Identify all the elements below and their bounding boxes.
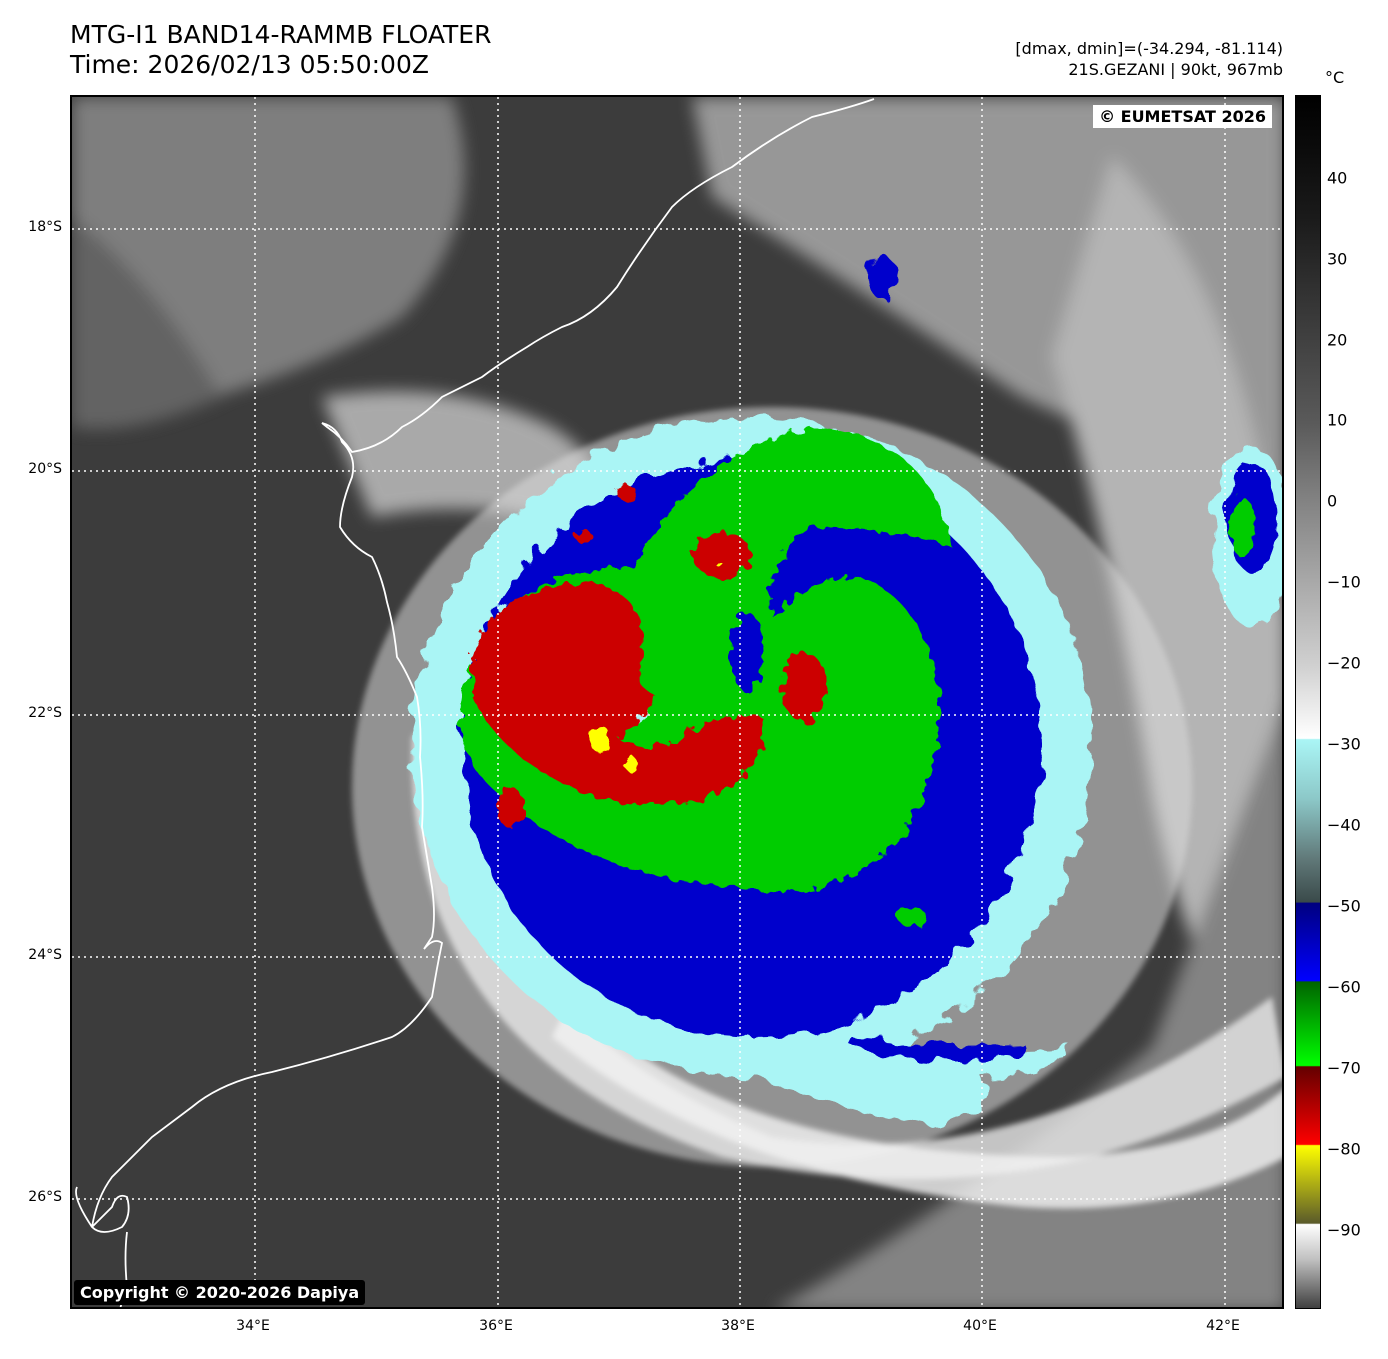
lon-label-34e: 34°E — [236, 1318, 270, 1334]
lon-label-42e: 42°E — [1206, 1318, 1240, 1334]
colorbar-tick-0: 0 — [1327, 491, 1338, 511]
copyright-badge: Copyright © 2020-2026 Dapiya — [74, 1280, 366, 1305]
colorbar-tick-m40: −40 — [1327, 815, 1361, 835]
graticule — [72, 97, 1282, 1307]
colorbar-tick-m50: −50 — [1327, 896, 1361, 916]
colorbar-tick-m20: −20 — [1327, 653, 1361, 673]
colorbar-tick-40: 40 — [1327, 168, 1348, 188]
colorbar — [1295, 95, 1321, 1309]
lon-label-40e: 40°E — [963, 1318, 997, 1334]
colorbar-tick-m30: −30 — [1327, 734, 1361, 754]
colorbar-tick-m70: −70 — [1327, 1058, 1361, 1078]
lon-label-36e: 36°E — [479, 1318, 513, 1334]
title-time: Time: 2026/02/13 05:50:00Z — [70, 50, 429, 79]
storm-info: [dmax, dmin]=(-34.294, -81.114) 21S.GEZA… — [1015, 38, 1283, 80]
colorbar-tick-m60: −60 — [1327, 977, 1361, 997]
colorbar-tick-m80: −80 — [1327, 1139, 1361, 1159]
lon-label-38e: 38°E — [721, 1318, 755, 1334]
colorbar-unit: °C — [1325, 68, 1345, 87]
colorbar-tick-30: 30 — [1327, 249, 1348, 269]
eumetsat-badge: © EUMETSAT 2026 — [1093, 105, 1272, 128]
satellite-map: © EUMETSAT 2026 Copyright © 2020-2026 Da… — [70, 95, 1284, 1309]
lat-label-20s: 20°S — [28, 461, 62, 477]
colorbar-tick-m90: −90 — [1327, 1220, 1361, 1240]
colorbar-tick-10: 10 — [1327, 410, 1348, 430]
title-product: MTG-I1 BAND14-RAMMB FLOATER — [70, 20, 492, 49]
colorbar-tick-20: 20 — [1327, 330, 1348, 350]
lat-label-22s: 22°S — [28, 705, 62, 721]
colorbar-tick-m10: −10 — [1327, 572, 1361, 592]
storm-name-intensity: 21S.GEZANI | 90kt, 967mb — [1068, 60, 1283, 79]
lat-label-24s: 24°S — [28, 947, 62, 963]
lat-label-18s: 18°S — [28, 219, 62, 235]
image-title: MTG-I1 BAND14-RAMMB FLOATER Time: 2026/0… — [70, 20, 491, 80]
ir-imagery — [72, 97, 1282, 1307]
dmax-dmin-readout: [dmax, dmin]=(-34.294, -81.114) — [1015, 39, 1283, 58]
lat-label-26s: 26°S — [28, 1189, 62, 1205]
